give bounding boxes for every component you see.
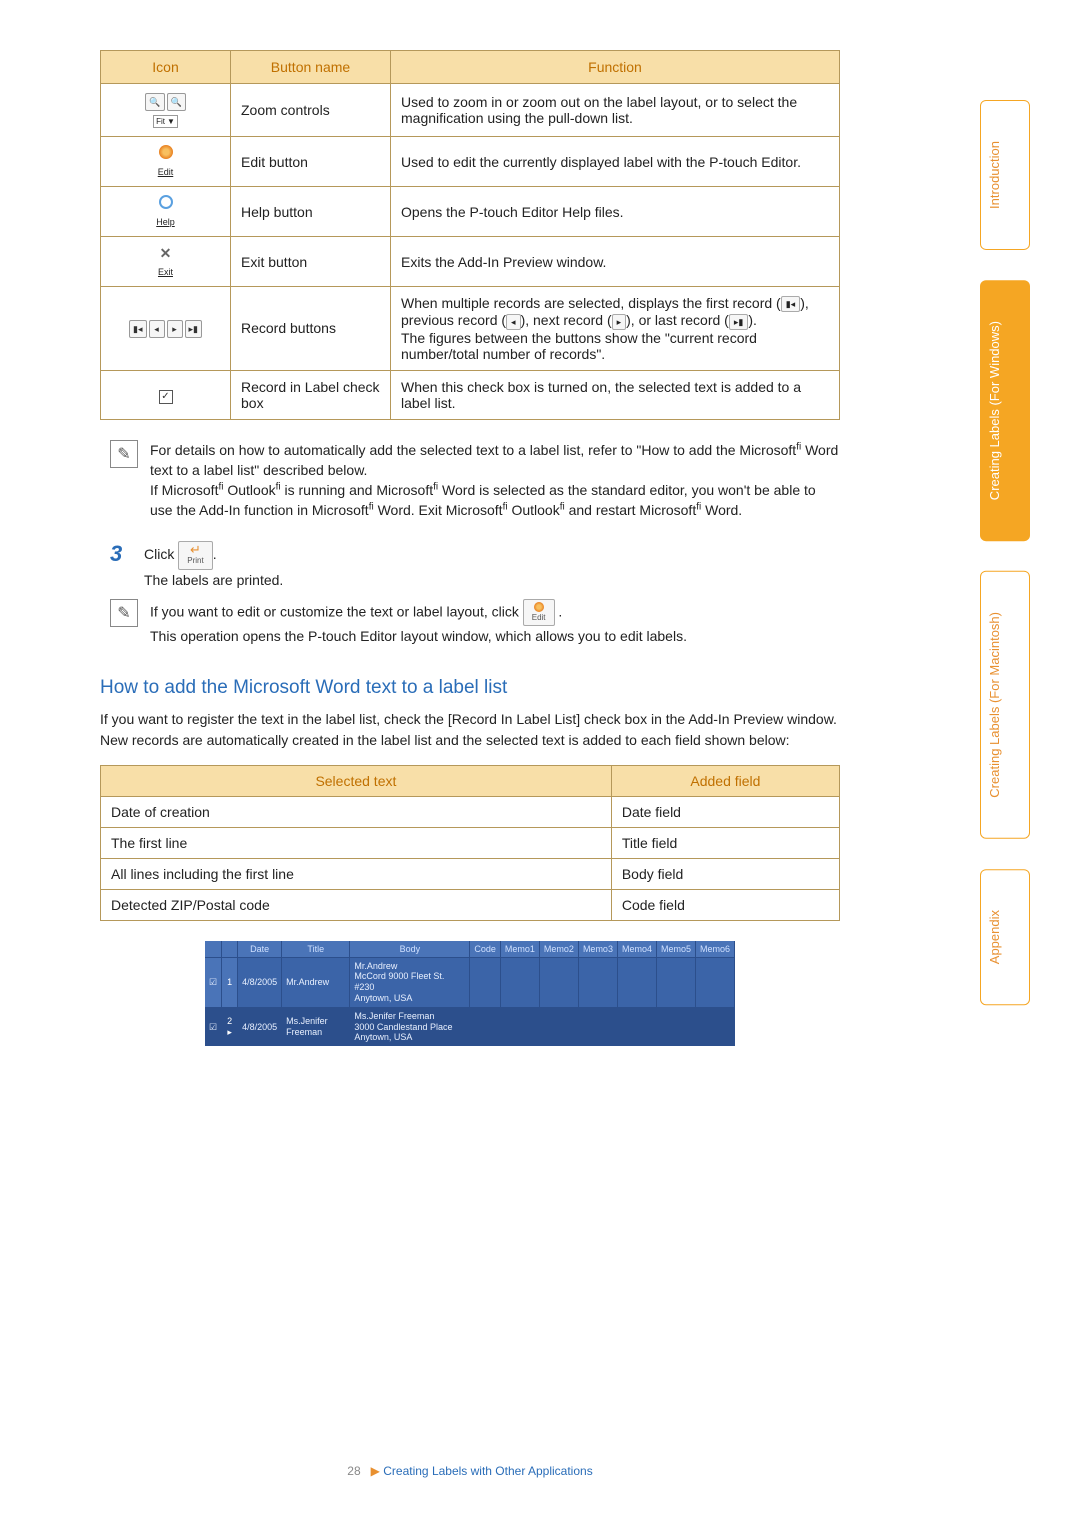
prev-record-icon: ◂ xyxy=(149,320,165,338)
col-selected-text: Selected text xyxy=(101,765,612,796)
record-checkbox-icon: ✓ xyxy=(101,370,231,419)
exit-button-func: Exits the Add-In Preview window. xyxy=(391,237,840,287)
field-mapping-table: Selected text Added field Date of creati… xyxy=(100,765,840,921)
zoom-out-icon: 🔍 xyxy=(167,93,186,111)
add-cell: Code field xyxy=(611,889,839,920)
col-button-name: Button name xyxy=(231,51,391,84)
record-body: Ms.Jenifer Freeman 3000 Candlestand Plac… xyxy=(350,1007,470,1046)
record-body: Mr.Andrew McCord 9000 Fleet St. #230 Any… xyxy=(350,957,470,1007)
step-number: 3 xyxy=(110,541,134,567)
strip-col xyxy=(205,941,222,958)
first-record-icon: ▮◂ xyxy=(129,320,146,338)
zoom-controls-name: Zoom controls xyxy=(231,84,391,137)
table-row: All lines including the first line Body … xyxy=(101,858,840,889)
table-row: 🔍 🔍 Fit▼ Zoom controls Used to zoom in o… xyxy=(101,84,840,137)
col-function: Function xyxy=(391,51,840,84)
record-date: 4/8/2005 xyxy=(238,957,282,1007)
exit-button-name: Exit button xyxy=(231,237,391,287)
note-text: For details on how to automatically add … xyxy=(150,440,840,521)
table-row: Detected ZIP/Postal code Code field xyxy=(101,889,840,920)
record-buttons-name: Record buttons xyxy=(231,287,391,371)
table-row: ✓ Record in Label check box When this ch… xyxy=(101,370,840,419)
sel-cell: Date of creation xyxy=(101,796,612,827)
strip-col xyxy=(222,941,238,958)
record-row: ☑ 1 4/8/2005 Mr.Andrew Mr.Andrew McCord … xyxy=(205,957,735,1007)
note-block-2: ✎ If you want to edit or customize the t… xyxy=(110,599,840,647)
edit-button-name: Edit button xyxy=(231,137,391,187)
step-body: Click ↵ Print . The labels are printed. xyxy=(144,541,840,591)
strip-col: Title xyxy=(282,941,350,958)
exit-button-icon: ✕ Exit xyxy=(101,237,231,287)
edit-button-inline-icon: Edit xyxy=(523,599,555,627)
record-check: ☑ xyxy=(205,957,222,1007)
record-check: ☑ xyxy=(205,1007,222,1046)
record-checkbox-func: When this check box is turned on, the se… xyxy=(391,370,840,419)
section-heading: How to add the Microsoft Word text to a … xyxy=(100,677,840,699)
help-button-name: Help button xyxy=(231,187,391,237)
record-index: 1 xyxy=(222,957,238,1007)
strip-col: Memo5 xyxy=(656,941,695,958)
help-button-icon: Help xyxy=(101,187,231,237)
tab-introduction[interactable]: Introduction xyxy=(980,100,1030,250)
table-row: Help Help button Opens the P-touch Edito… xyxy=(101,187,840,237)
strip-col: Memo6 xyxy=(695,941,734,958)
note-icon: ✎ xyxy=(110,440,138,468)
strip-col: Code xyxy=(470,941,501,958)
record-row-selected: ☑ 2 ▸ 4/8/2005 Ms.Jenifer Freeman Ms.Jen… xyxy=(205,1007,735,1046)
footer-text: Creating Labels with Other Applications xyxy=(383,1464,592,1478)
section-body: If you want to register the text in the … xyxy=(100,709,840,751)
side-tabs: Introduction Creating Labels (For Window… xyxy=(980,100,1030,1005)
print-button-icon: ↵ Print xyxy=(178,541,212,570)
strip-col: Memo4 xyxy=(617,941,656,958)
step-3: 3 Click ↵ Print . The labels are printed… xyxy=(110,541,840,591)
record-title: Ms.Jenifer Freeman xyxy=(282,1007,350,1046)
record-date: 4/8/2005 xyxy=(238,1007,282,1046)
col-added-field: Added field xyxy=(611,765,839,796)
strip-col: Memo2 xyxy=(539,941,578,958)
table-row: Date of creation Date field xyxy=(101,796,840,827)
zoom-controls-func: Used to zoom in or zoom out on the label… xyxy=(391,84,840,137)
next-record-icon: ▸ xyxy=(167,320,183,338)
record-buttons-icon: ▮◂◂▸▸▮ xyxy=(101,287,231,371)
add-cell: Body field xyxy=(611,858,839,889)
add-cell: Date field xyxy=(611,796,839,827)
table-row: The first line Title field xyxy=(101,827,840,858)
label-list-records: Date Title Body Code Memo1 Memo2 Memo3 M… xyxy=(205,941,735,1047)
strip-col: Memo1 xyxy=(500,941,539,958)
sel-cell: Detected ZIP/Postal code xyxy=(101,889,612,920)
page-content: Icon Button name Function 🔍 🔍 Fit▼ Zoom … xyxy=(100,50,840,1046)
table-row: ▮◂◂▸▸▮ Record buttons When multiple reco… xyxy=(101,287,840,371)
sel-cell: The first line xyxy=(101,827,612,858)
edit-button-func: Used to edit the currently displayed lab… xyxy=(391,137,840,187)
record-title: Mr.Andrew xyxy=(282,957,350,1007)
icon-reference-table: Icon Button name Function 🔍 🔍 Fit▼ Zoom … xyxy=(100,50,840,420)
note-block-1: ✎ For details on how to automatically ad… xyxy=(110,440,840,521)
strip-col: Memo3 xyxy=(578,941,617,958)
tab-appendix[interactable]: Appendix xyxy=(980,869,1030,1005)
page-number: 28 xyxy=(347,1464,360,1478)
tab-windows[interactable]: Creating Labels (For Windows) xyxy=(980,280,1030,541)
zoom-dropdown-icon: Fit▼ xyxy=(153,115,178,128)
strip-col: Body xyxy=(350,941,470,958)
record-checkbox-name: Record in Label check box xyxy=(231,370,391,419)
zoom-controls-icon: 🔍 🔍 Fit▼ xyxy=(101,84,231,137)
page-footer: 28 ▶ Creating Labels with Other Applicat… xyxy=(100,1464,840,1478)
strip-col: Date xyxy=(238,941,282,958)
edit-button-icon: Edit xyxy=(101,137,231,187)
help-button-func: Opens the P-touch Editor Help files. xyxy=(391,187,840,237)
zoom-in-icon: 🔍 xyxy=(145,93,164,111)
sel-cell: All lines including the first line xyxy=(101,858,612,889)
footer-arrow-icon: ▶ xyxy=(371,1464,380,1478)
table-row: ✕ Exit Exit button Exits the Add-In Prev… xyxy=(101,237,840,287)
table-row: Edit Edit button Used to edit the curren… xyxy=(101,137,840,187)
col-icon: Icon xyxy=(101,51,231,84)
record-index: 2 ▸ xyxy=(222,1007,238,1046)
last-record-icon: ▸▮ xyxy=(185,320,202,338)
note-text: If you want to edit or customize the tex… xyxy=(150,599,840,647)
add-cell: Title field xyxy=(611,827,839,858)
record-buttons-func: When multiple records are selected, disp… xyxy=(391,287,840,371)
note-icon: ✎ xyxy=(110,599,138,627)
tab-macintosh[interactable]: Creating Labels (For Macintosh) xyxy=(980,571,1030,839)
